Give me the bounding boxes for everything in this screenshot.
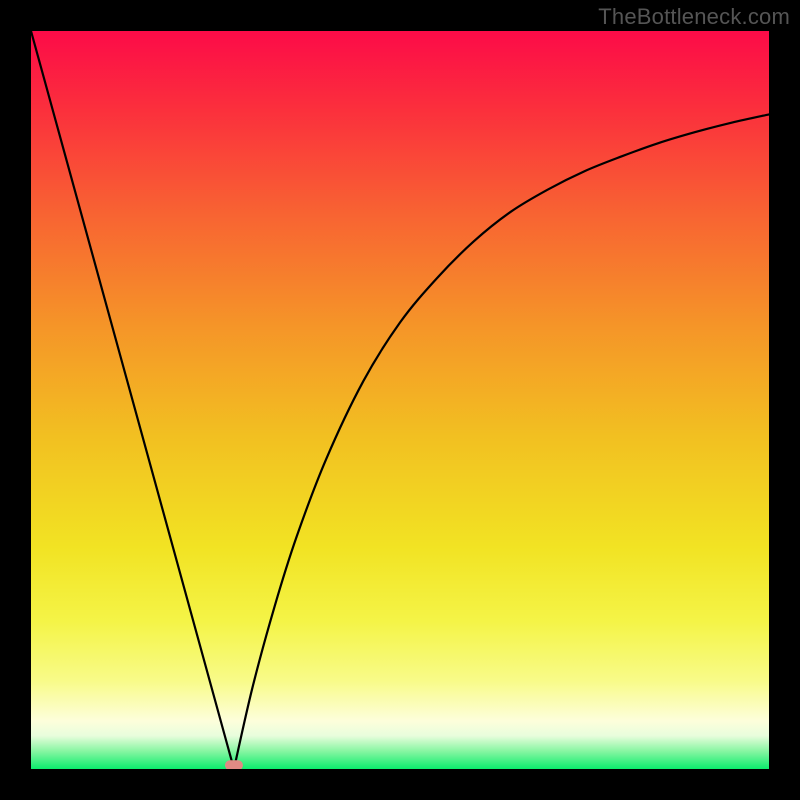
- chart-background: [31, 31, 769, 769]
- watermark-text: TheBottleneck.com: [598, 4, 790, 30]
- bottleneck-chart: [0, 0, 800, 800]
- optimum-marker: [225, 760, 243, 770]
